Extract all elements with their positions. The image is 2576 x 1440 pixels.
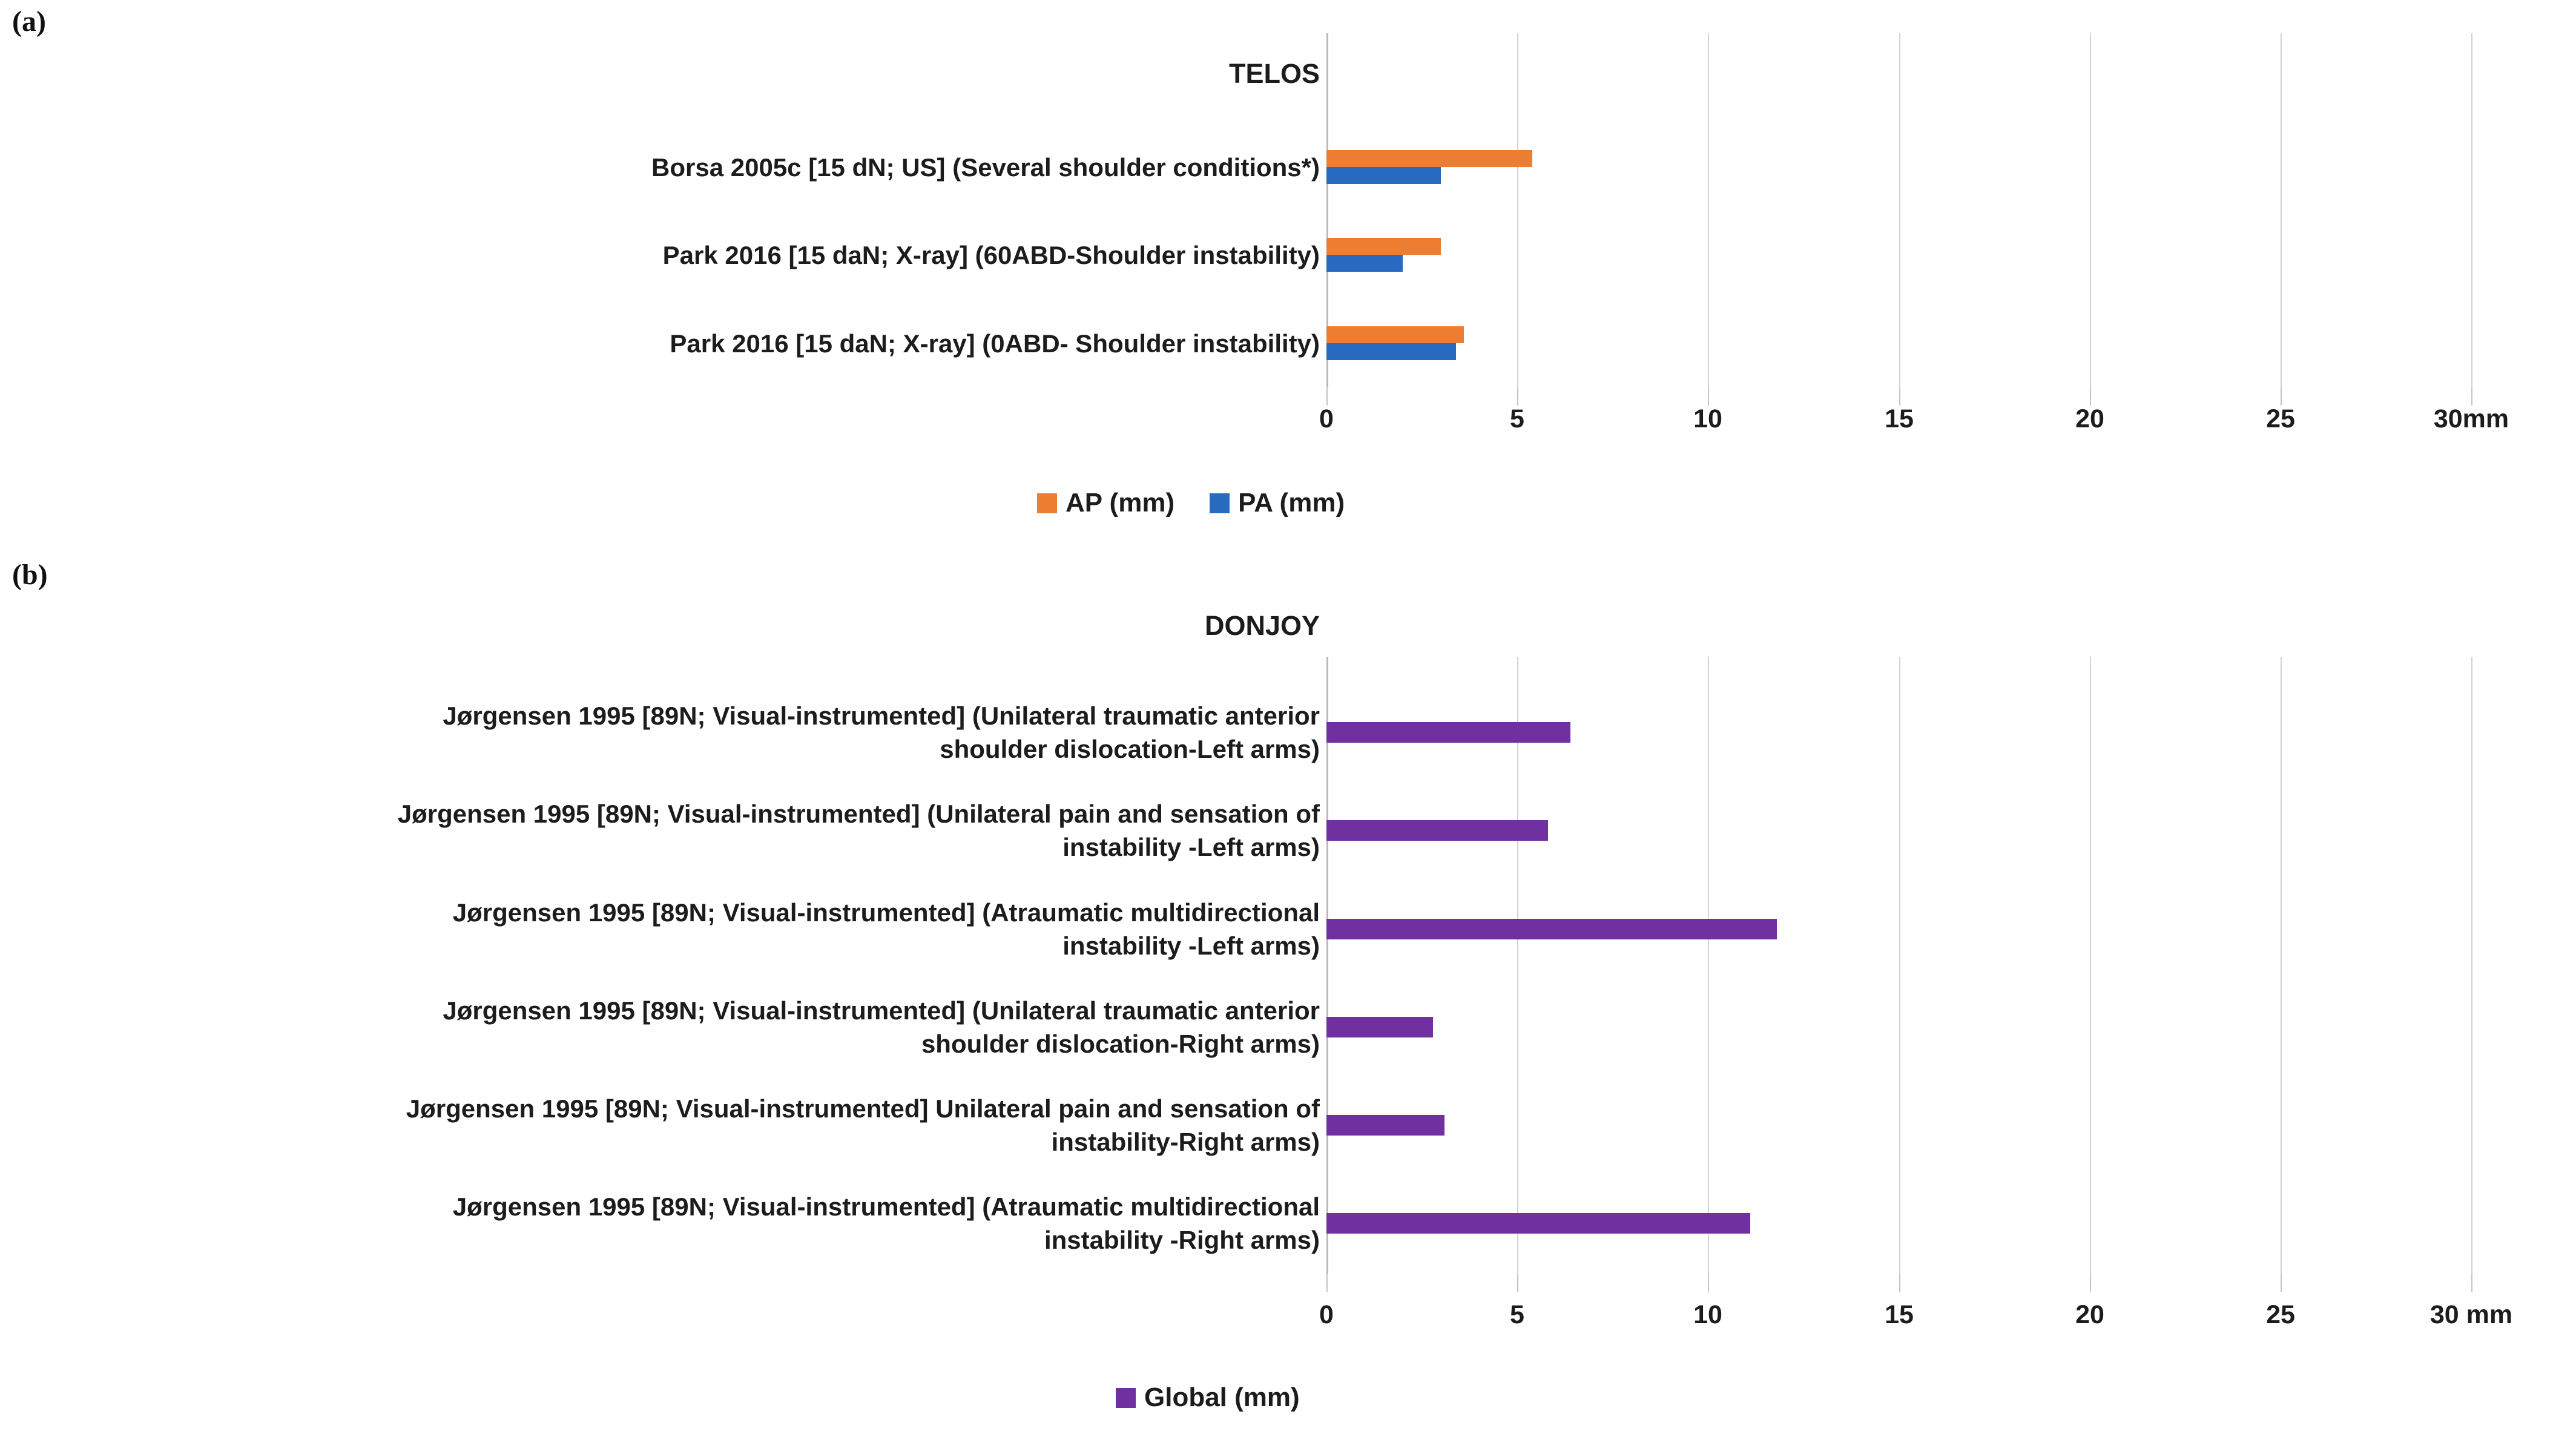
bar-global [1326,1213,1750,1234]
panel-a-x-axis: 0 5 10 15 20 25 30mm [0,404,2576,438]
panel-a-legend: AP (mm) PA (mm) [1037,488,1345,518]
bar-ap [1326,150,1532,167]
x-axis-tick [2471,1274,2472,1292]
category-label: Jørgensen 1995 [89N; Visual-instrumented… [452,1192,1320,1254]
x-tick-label: 0 [1319,1300,1334,1329]
gridline [2471,33,2472,387]
bar-global [1326,820,1548,841]
x-axis-tick [1326,387,1328,406]
legend-swatch [1210,493,1230,513]
gridline [1517,33,1518,387]
gridline [2281,657,2282,1274]
legend-item: Global (mm) [1116,1382,1300,1413]
x-tick-label: 10 [1693,404,1722,433]
x-axis-tick [1899,387,1900,406]
panel-b-legend: Global (mm) [1116,1382,1300,1413]
y-axis-line [1326,657,1328,1274]
gridline [2471,657,2472,1274]
x-axis-tick [1517,387,1518,406]
x-axis-tick [2281,387,2282,406]
x-axis-tick [2281,1274,2282,1292]
x-tick-label: 25 [2266,404,2295,433]
x-axis-tick [1708,1274,1709,1292]
bar-pa [1326,167,1441,184]
bar-global [1326,1115,1444,1136]
gridline [2090,33,2091,387]
category-label: Jørgensen 1995 [89N; Visual-instrumented… [452,898,1320,960]
category-label: Jørgensen 1995 [89N; Visual-instrumented… [406,1094,1320,1156]
bar-global [1326,722,1570,743]
legend-label: Global (mm) [1144,1382,1300,1412]
gridline [1517,657,1518,1274]
bar-pa [1326,343,1456,360]
x-axis-tick [1899,1274,1900,1292]
x-axis-tick [1326,1274,1328,1292]
gridline [1899,33,1900,387]
bar-ap [1326,238,1441,255]
x-tick-label: 0 [1319,404,1334,433]
gridline [1708,33,1709,387]
panel-b-x-axis: 0 5 10 15 20 25 30 mm [0,1300,2576,1333]
x-tick-label: 25 [2266,1300,2295,1329]
gridline [1708,657,1709,1274]
panel-b-title: DONJOY [1204,610,1320,641]
x-axis-tick [1708,387,1709,406]
legend-item: AP (mm) [1037,488,1174,518]
x-tick-label: 15 [1885,404,1914,433]
gridline [2090,657,2091,1274]
panel-a-plot-area [1326,33,2472,387]
panel-b-corner-label: (b) [12,559,48,591]
panel-a-title: TELOS [1228,58,1320,89]
legend-swatch [1116,1387,1136,1408]
bar-global [1326,1017,1433,1037]
x-tick-label: 30 mm [2429,1300,2513,1329]
gridline [2281,33,2282,387]
x-tick-label: 5 [1510,404,1524,433]
bar-pa [1326,255,1403,272]
x-tick-label: 20 [2075,404,2104,433]
x-axis-tick [2471,387,2472,406]
x-tick-label: 5 [1510,1300,1524,1329]
category-label: Jørgensen 1995 [89N; Visual-instrumented… [443,702,1320,763]
legend-label: AP (mm) [1066,488,1175,518]
y-axis-line [1326,33,1328,387]
category-label: Jørgensen 1995 [89N; Visual-instrumented… [443,996,1320,1058]
bar-ap [1326,326,1464,343]
x-tick-label: 20 [2075,1300,2104,1329]
legend-label: PA (mm) [1238,488,1345,518]
x-axis-tick [1517,1274,1518,1292]
panel-b-plot-area [1326,657,2472,1274]
x-tick-label: 30mm [2433,404,2509,433]
legend-swatch [1037,493,1057,513]
category-label: Jørgensen 1995 [89N; Visual-instrumented… [397,800,1320,861]
x-axis-tick [2090,387,2091,406]
category-label: Park 2016 [15 daN; X-ray] (60ABD-Shoulde… [662,240,1320,269]
legend-item: PA (mm) [1210,488,1345,518]
panel-a-corner-label: (a) [12,5,46,38]
x-tick-label: 15 [1885,1300,1914,1329]
gridline [1899,657,1900,1274]
category-label: Borsa 2005c [15 dN; US] (Several shoulde… [651,153,1320,182]
x-axis-tick [2090,1274,2091,1292]
x-tick-label: 10 [1693,1300,1722,1329]
category-label: Park 2016 [15 daN; X-ray] (0ABD- Shoulde… [670,329,1320,358]
bar-global [1326,919,1777,939]
